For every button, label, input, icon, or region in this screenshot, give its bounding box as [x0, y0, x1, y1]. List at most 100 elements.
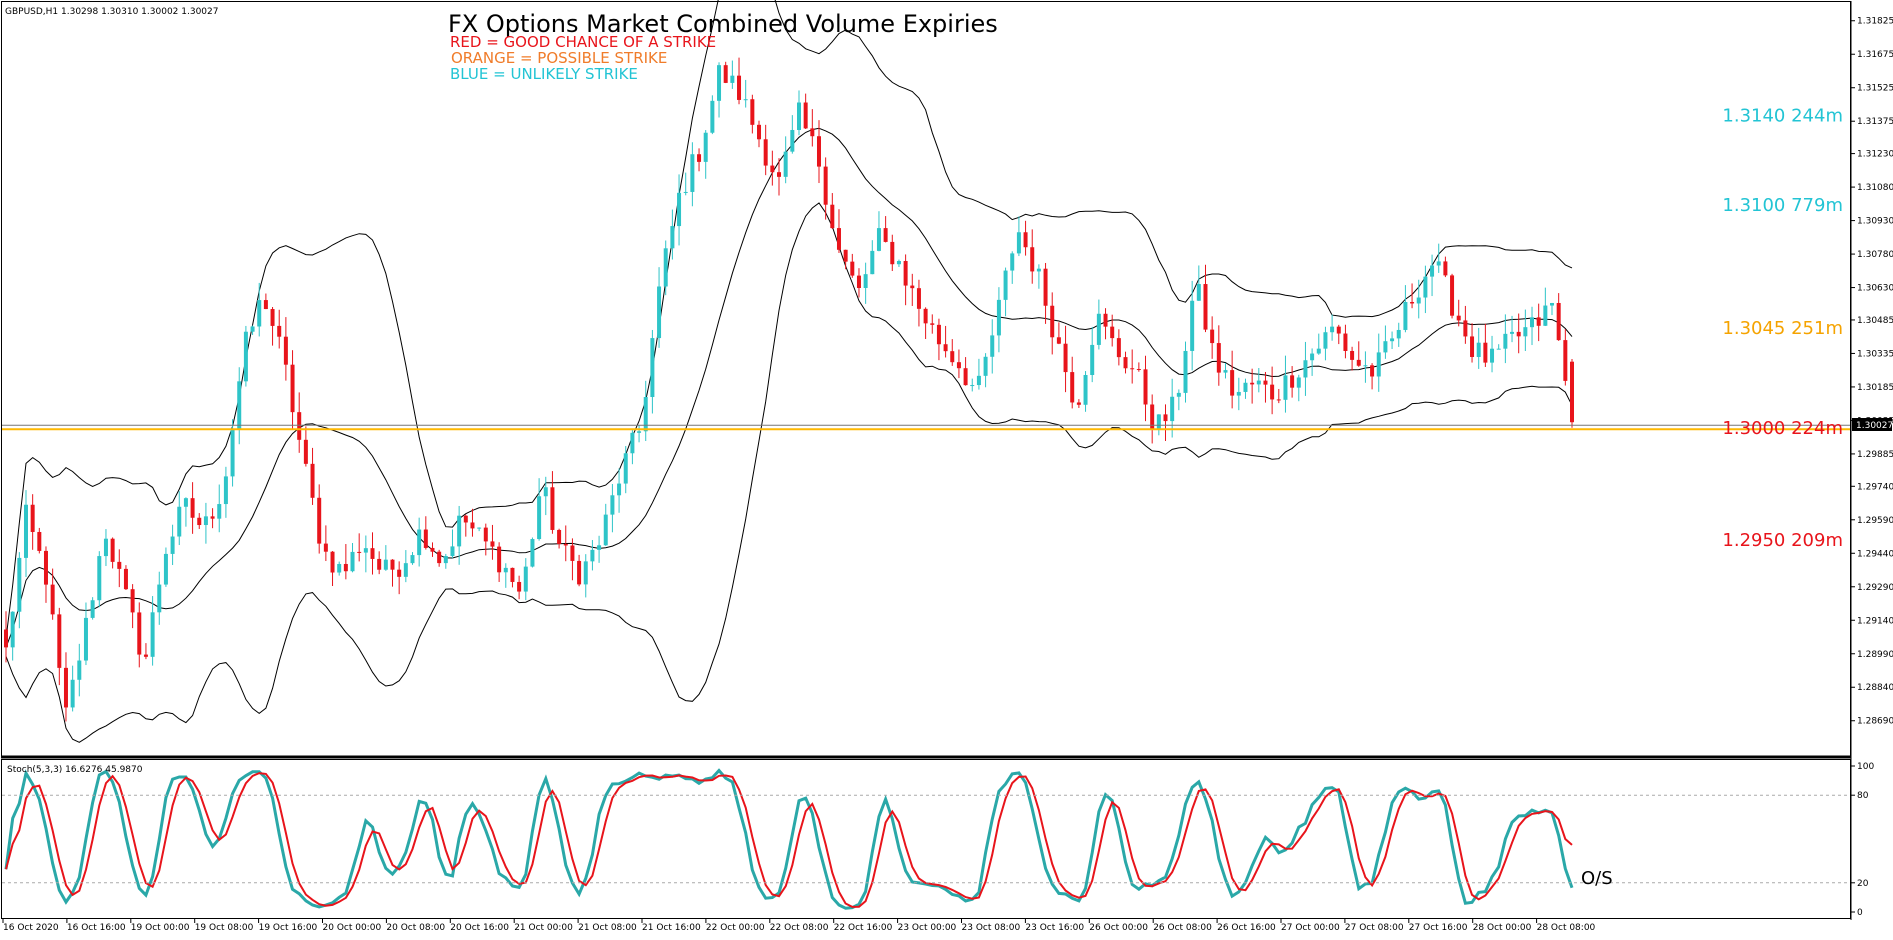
candle-body: [297, 412, 302, 440]
candle-body: [1470, 336, 1475, 357]
candle-body: [1550, 302, 1555, 306]
candle-body: [150, 612, 155, 657]
candle-body: [1403, 301, 1408, 330]
candle-body: [1130, 368, 1135, 370]
candle-body: [550, 487, 555, 530]
candle-body: [383, 559, 388, 570]
time-tick-label: 21 Oct 16:00: [642, 923, 701, 933]
candle-body: [17, 557, 22, 612]
candle-body: [377, 558, 382, 570]
candle-body: [537, 496, 542, 540]
candle-body: [1063, 343, 1068, 373]
candle-body: [423, 529, 428, 548]
candle-body: [1303, 360, 1308, 378]
candle-body: [530, 539, 535, 567]
candle-body: [543, 487, 548, 497]
candle-body: [823, 166, 828, 205]
candle-body: [450, 546, 455, 557]
candle-body: [623, 453, 628, 484]
candle-body: [916, 288, 921, 309]
price-tick-label: 1.31675: [1857, 50, 1893, 60]
candle-body: [1070, 372, 1075, 403]
price-tick-label: 1.31525: [1857, 84, 1893, 94]
candle-body: [810, 128, 815, 137]
candle-body: [203, 516, 208, 526]
candle-body: [976, 375, 981, 386]
expiry-label: 1.3000 224m: [1722, 418, 1843, 439]
candle-body: [1223, 370, 1228, 373]
candle-body: [1110, 326, 1115, 339]
time-tick-label: 20 Oct 00:00: [323, 923, 382, 933]
candle-body: [510, 567, 515, 582]
price-tick-label: 1.28990: [1857, 650, 1893, 660]
candle-body: [1430, 265, 1435, 277]
band-upper: [5, 0, 1573, 639]
candle-body: [637, 431, 642, 433]
candle-body: [996, 299, 1001, 336]
stochastic-lines: [4, 768, 1574, 910]
candle-body: [137, 612, 142, 655]
candle-body: [1410, 301, 1415, 304]
candle-body: [677, 192, 682, 227]
time-tick-label: 22 Oct 08:00: [770, 923, 829, 933]
candle-body: [417, 529, 422, 556]
candle-body: [730, 75, 735, 83]
candle-body: [1043, 268, 1048, 306]
candle-body: [1490, 348, 1495, 363]
price-axis: 1.31825 1.31675 1.31525 1.31375 1.31230 1.310…: [1851, 17, 1893, 727]
candle-body: [1103, 313, 1108, 327]
candle-body: [1516, 331, 1521, 337]
candle-body: [397, 569, 402, 577]
candle-body: [183, 498, 188, 507]
candle-body: [990, 335, 995, 357]
candle-body: [777, 172, 782, 177]
candle-body: [570, 545, 575, 561]
candle-body: [783, 151, 788, 177]
candlesticks: [4, 57, 1574, 722]
candle-body: [430, 547, 435, 552]
candle-body: [1203, 284, 1208, 330]
expiry-label: 1.3045 251m: [1722, 318, 1843, 339]
time-tick-label: 28 Oct 00:00: [1473, 923, 1532, 933]
candle-body: [1243, 382, 1248, 392]
candle-body: [1530, 317, 1535, 328]
candle-body: [703, 132, 708, 162]
candle-body: [856, 275, 861, 288]
candle-body: [717, 65, 722, 101]
candle-body: [577, 560, 582, 585]
price-level-line: [2, 424, 1850, 431]
candle-body: [323, 543, 328, 552]
time-tick-label: 26 Oct 00:00: [1089, 923, 1148, 933]
candle-body: [1263, 380, 1268, 385]
expiry-label: 1.3140 244m: [1722, 106, 1843, 127]
candle-body: [843, 249, 848, 262]
price-tick-label: 1.30485: [1857, 316, 1893, 326]
candle-body: [770, 165, 775, 173]
candle-body: [610, 495, 615, 515]
candle-body: [343, 563, 348, 572]
candle-body: [1296, 377, 1301, 388]
candle-body: [1256, 380, 1261, 385]
time-tick-label: 22 Oct 16:00: [834, 923, 893, 933]
time-axis: 16 Oct 2020 16 Oct 16:00 19 Oct 00:00 19 Oc…: [2, 919, 1596, 933]
candle-body: [1216, 343, 1221, 373]
candle-body: [1123, 357, 1128, 369]
candle-body: [1370, 365, 1375, 377]
price-tick-label: 1.29885: [1857, 450, 1893, 460]
time-tick-label: 16 Oct 16:00: [67, 923, 126, 933]
candle-body: [1383, 341, 1388, 353]
price-tick-label: 1.28690: [1857, 717, 1893, 727]
candle-body: [503, 567, 508, 573]
price-tick-label: 1.29740: [1857, 482, 1893, 492]
candle-body: [437, 551, 442, 564]
candle-body: [950, 351, 955, 363]
time-tick-label: 19 Oct 16:00: [259, 923, 318, 933]
candle-body: [250, 326, 255, 332]
candle-body: [1210, 329, 1215, 344]
candle-body: [217, 504, 222, 519]
candle-body: [350, 551, 355, 572]
candle-body: [50, 584, 55, 615]
candle-body: [443, 556, 448, 564]
